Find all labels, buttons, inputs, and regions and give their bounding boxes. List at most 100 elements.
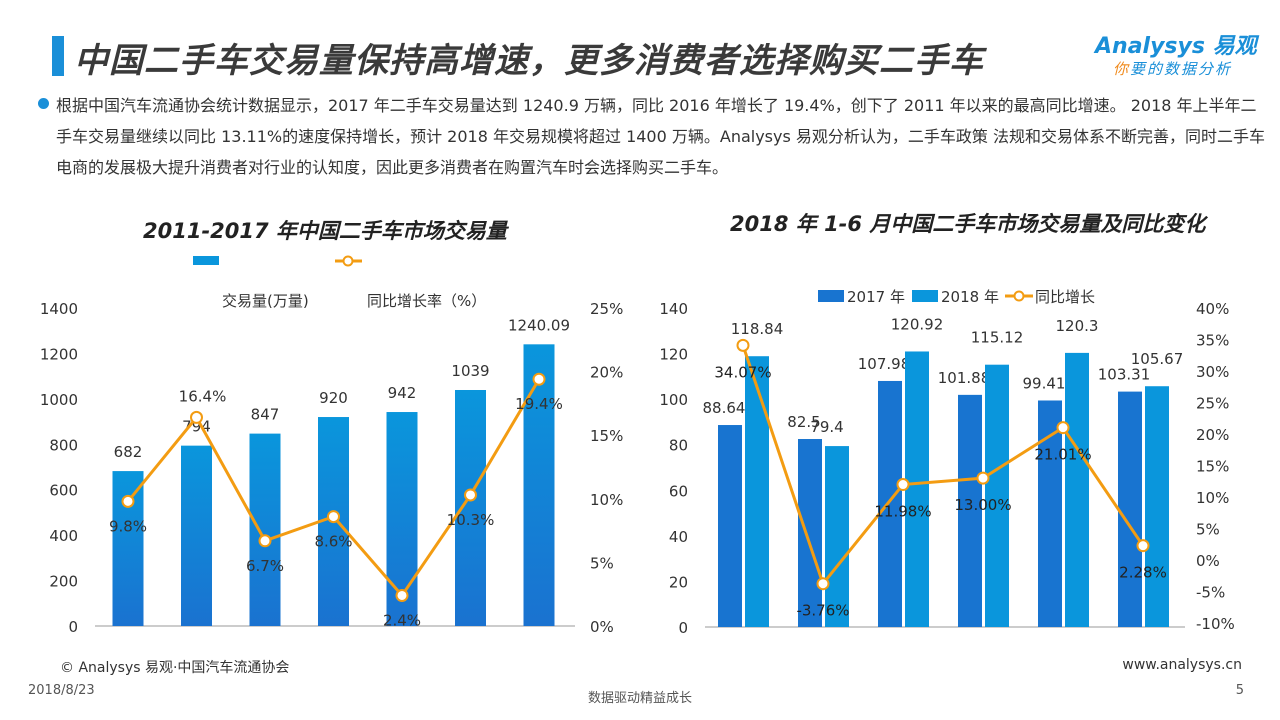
y-tick-label: 0 bbox=[68, 618, 78, 636]
y-tick-label: 100 bbox=[659, 391, 688, 409]
y2-tick-label: 20% bbox=[590, 364, 623, 382]
bar-value-label: 920 bbox=[319, 389, 348, 407]
growth-label: 16.4% bbox=[179, 387, 227, 405]
bar-2017 bbox=[1038, 400, 1062, 627]
growth-point bbox=[736, 338, 750, 352]
bar-value-label-2018: 120.3 bbox=[1056, 317, 1099, 335]
bar-value-label: 1240.09 bbox=[508, 316, 570, 334]
bar-value-label-2018: 120.92 bbox=[891, 315, 944, 333]
bar bbox=[523, 344, 555, 626]
bar-value-label-2017: 107.98 bbox=[858, 355, 911, 373]
y2-tick-label: 20% bbox=[1196, 426, 1229, 444]
bar-value-label-2017: 103.31 bbox=[1098, 366, 1151, 384]
y2-tick-label: 40% bbox=[1196, 300, 1229, 318]
source-note: © Analysys 易观·中国汽车流通协会 bbox=[60, 660, 290, 676]
chart2: 0 20 40 60 80 100 120 140 -10% -5% 0% 5% 10% 15% 20% 25… bbox=[659, 288, 1235, 637]
bar-value-label-2017: 99.41 bbox=[1023, 374, 1066, 392]
growth-label: 10.3% bbox=[447, 511, 495, 529]
y-tick-label: 1400 bbox=[40, 300, 78, 318]
growth-point bbox=[464, 488, 477, 502]
logo-text: Analysys 易观 bbox=[1095, 34, 1257, 59]
y2-tick-label: 15% bbox=[1196, 458, 1229, 476]
bar-2018 bbox=[745, 356, 769, 627]
bar-value-label-2018: 105.67 bbox=[1131, 350, 1184, 368]
y2-tick-label: 10% bbox=[1196, 489, 1229, 507]
bar-2018 bbox=[1145, 386, 1169, 627]
y-tick-label: 80 bbox=[669, 437, 688, 455]
growth-point bbox=[816, 577, 830, 591]
growth-point bbox=[395, 588, 409, 602]
y-tick-label: 20 bbox=[669, 573, 688, 591]
bar-2017 bbox=[718, 425, 742, 627]
page-title: 中国二手车交易量保持高增速，更多消费者选择购买二手车 bbox=[74, 41, 984, 81]
legend-swatch-2018 bbox=[912, 290, 938, 302]
bar-2018 bbox=[985, 364, 1009, 627]
bar-value-label-2018: 79.4 bbox=[810, 418, 843, 436]
logo-slogan: 你要的数据分析 bbox=[1113, 60, 1233, 78]
legend-label-bar: 交易量(万量) bbox=[222, 292, 309, 310]
y2-tick-label: -5% bbox=[1196, 584, 1225, 602]
y2-tick-label: -10% bbox=[1196, 615, 1235, 633]
y-tick-label: 120 bbox=[659, 346, 688, 364]
growth-label: 34.07% bbox=[714, 363, 771, 381]
chart1-title: 2011-2017 年中国二手车市场交易量 bbox=[143, 219, 507, 243]
growth-label: 2.28% bbox=[1119, 564, 1167, 582]
bar-2018 bbox=[905, 351, 929, 627]
legend-label-growth: 同比增长 bbox=[1035, 288, 1095, 306]
growth-point bbox=[258, 534, 272, 548]
y2-tick-label: 15% bbox=[590, 427, 623, 445]
bar bbox=[249, 433, 281, 626]
y2-tick-label: 0% bbox=[590, 618, 614, 636]
growth-label: -3.76% bbox=[796, 602, 849, 620]
bar-value-label-2017: 82.5 bbox=[787, 413, 820, 431]
growth-point bbox=[896, 478, 910, 492]
legend-line-marker bbox=[1013, 290, 1025, 302]
analysys-logo: Analysys 易观 你要的数据分析 bbox=[1085, 28, 1265, 88]
bar-value-label: 942 bbox=[388, 384, 417, 402]
y-tick-label: 0 bbox=[678, 619, 688, 637]
y-tick-label: 40 bbox=[669, 528, 688, 546]
growth-label: 11.98% bbox=[874, 503, 931, 521]
y-tick-label: 400 bbox=[49, 527, 78, 545]
date: 2018/8/23 bbox=[28, 683, 95, 698]
y2-tick-label: 25% bbox=[590, 300, 623, 318]
growth-label: 9.8% bbox=[109, 517, 147, 535]
growth-label: 8.6% bbox=[314, 533, 352, 551]
bar-value-label-2018: 118.84 bbox=[731, 320, 784, 338]
growth-point bbox=[190, 410, 203, 424]
growth-point bbox=[327, 510, 340, 524]
bar-2017 bbox=[878, 380, 902, 627]
growth-point bbox=[121, 494, 135, 508]
growth-point bbox=[1056, 421, 1070, 435]
title-accent-bar bbox=[52, 36, 64, 76]
bar bbox=[181, 445, 212, 626]
y-tick-label: 1200 bbox=[40, 345, 78, 363]
growth-label: 6.7% bbox=[246, 557, 284, 575]
bar bbox=[112, 471, 144, 626]
growth-label: 21.01% bbox=[1034, 446, 1091, 464]
y2-tick-label: 25% bbox=[1196, 395, 1229, 413]
y2-tick-label: 10% bbox=[590, 491, 623, 509]
y2-tick-label: 35% bbox=[1196, 332, 1229, 350]
growth-label: 2.4% bbox=[383, 611, 421, 629]
bar-2017 bbox=[1118, 391, 1142, 627]
website-link[interactable]: www.analysys.cn bbox=[1122, 657, 1242, 673]
legend-line-marker bbox=[342, 255, 354, 267]
chart2-title: 2018 年 1-6 月中国二手车市场交易量及同比变化 bbox=[730, 212, 1206, 236]
y2-tick-label: 5% bbox=[590, 554, 614, 572]
legend-label-2018: 2018 年 bbox=[941, 288, 999, 306]
y-tick-label: 140 bbox=[659, 300, 688, 318]
growth-label: 13.00% bbox=[954, 496, 1011, 514]
y-tick-label: 60 bbox=[669, 482, 688, 500]
y2-tick-label: 30% bbox=[1196, 363, 1229, 381]
y-tick-label: 200 bbox=[49, 573, 78, 591]
bar-value-label-2018: 115.12 bbox=[971, 329, 1024, 347]
legend-label-line: 同比增长率（%） bbox=[367, 292, 486, 310]
growth-label: 19.4% bbox=[515, 395, 563, 413]
y2-tick-label: 0% bbox=[1196, 552, 1220, 570]
bar-value-label-2017: 88.64 bbox=[703, 399, 746, 417]
bar-2017 bbox=[958, 394, 982, 627]
growth-line bbox=[741, 344, 1145, 587]
bullet-icon bbox=[38, 98, 49, 109]
chart1: 0 200 400 600 800 1000 1200 1400 0% 5% 10% 15% 20% 25… bbox=[40, 255, 623, 636]
